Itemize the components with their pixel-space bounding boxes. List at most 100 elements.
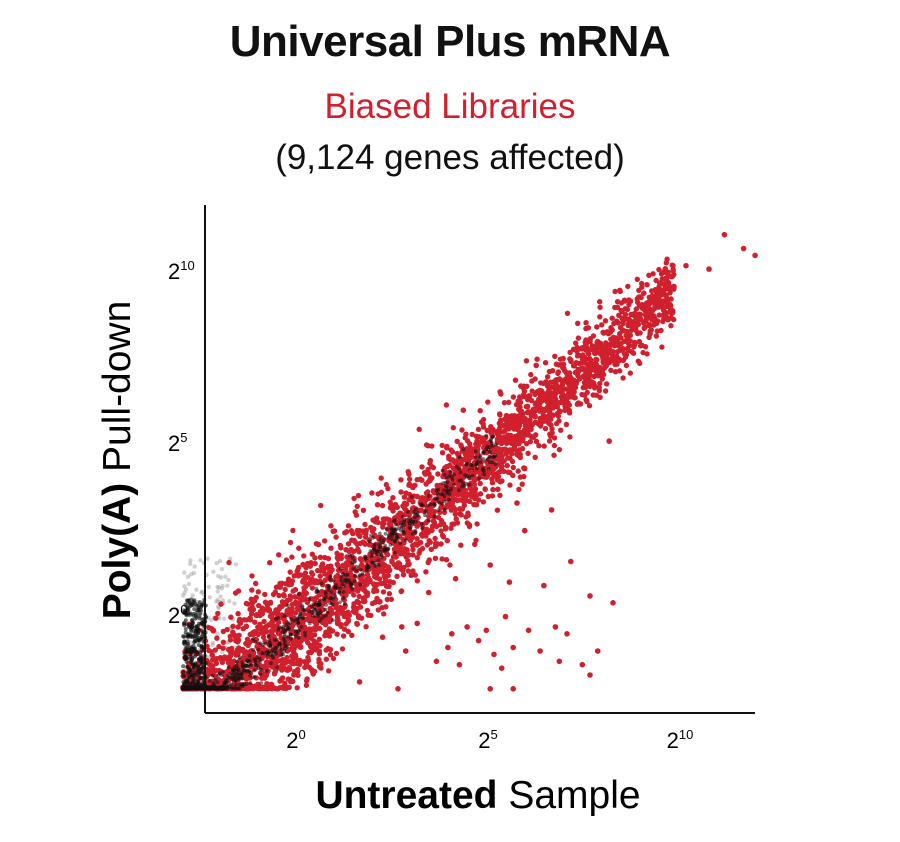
data-point bbox=[435, 496, 440, 501]
data-point bbox=[297, 635, 301, 640]
data-point bbox=[617, 324, 624, 331]
data-point bbox=[286, 665, 293, 671]
data-point bbox=[412, 572, 418, 578]
data-point bbox=[248, 596, 254, 602]
data-point bbox=[642, 324, 648, 330]
data-point bbox=[266, 634, 271, 638]
data-point bbox=[452, 482, 456, 487]
data-point bbox=[379, 502, 386, 509]
data-point bbox=[317, 554, 324, 560]
data-point bbox=[444, 443, 450, 450]
data-point bbox=[181, 593, 186, 598]
data-point bbox=[240, 676, 245, 681]
data-point bbox=[388, 596, 394, 602]
data-point bbox=[567, 370, 573, 376]
data-point bbox=[206, 584, 211, 590]
data-point bbox=[650, 271, 656, 277]
data-point bbox=[389, 537, 394, 542]
data-point bbox=[402, 517, 407, 522]
data-point bbox=[297, 628, 302, 633]
data-point bbox=[248, 681, 253, 685]
data-point bbox=[237, 677, 241, 681]
data-point bbox=[399, 624, 405, 630]
data-point bbox=[580, 365, 586, 371]
data-point bbox=[293, 599, 299, 605]
data-point bbox=[562, 368, 568, 374]
data-point bbox=[752, 252, 758, 259]
data-point bbox=[333, 594, 338, 599]
data-point bbox=[602, 388, 609, 394]
data-point bbox=[386, 517, 393, 523]
data-point bbox=[367, 565, 371, 569]
data-point bbox=[292, 618, 296, 623]
data-point bbox=[465, 512, 471, 518]
data-point bbox=[354, 605, 360, 612]
data-point bbox=[429, 502, 433, 507]
data-point bbox=[309, 585, 315, 591]
data-point bbox=[305, 639, 311, 646]
data-point bbox=[376, 576, 383, 582]
data-point bbox=[325, 610, 330, 615]
data-point bbox=[402, 648, 409, 654]
data-point bbox=[424, 542, 430, 548]
data-point bbox=[420, 526, 424, 530]
data-point bbox=[284, 608, 290, 614]
data-point bbox=[190, 662, 195, 667]
data-point bbox=[286, 684, 292, 690]
data-point bbox=[200, 686, 204, 691]
data-point bbox=[235, 611, 241, 617]
data-point bbox=[498, 665, 505, 671]
data-point bbox=[199, 636, 204, 641]
data-point bbox=[573, 340, 579, 346]
data-point bbox=[252, 668, 257, 673]
data-point bbox=[379, 634, 386, 640]
data-point bbox=[568, 358, 574, 365]
data-point bbox=[313, 645, 319, 652]
data-point bbox=[249, 587, 255, 593]
data-point bbox=[323, 607, 328, 612]
data-point bbox=[252, 619, 258, 625]
data-point bbox=[491, 434, 495, 439]
data-point bbox=[311, 607, 316, 612]
data-point bbox=[415, 513, 420, 518]
data-point bbox=[226, 654, 233, 660]
data-point bbox=[300, 604, 305, 608]
data-point bbox=[663, 310, 669, 316]
data-point bbox=[186, 581, 192, 587]
data-point bbox=[366, 542, 373, 548]
data-point bbox=[309, 570, 315, 576]
data-point bbox=[216, 573, 221, 579]
data-point bbox=[493, 442, 498, 447]
data-point bbox=[190, 634, 195, 639]
data-point bbox=[539, 406, 546, 412]
data-point bbox=[297, 592, 301, 596]
data-point bbox=[383, 604, 389, 610]
data-point bbox=[568, 558, 574, 565]
data-point bbox=[234, 679, 238, 683]
data-point bbox=[286, 603, 290, 608]
data-point bbox=[275, 665, 279, 670]
data-point bbox=[469, 431, 475, 438]
data-point bbox=[505, 469, 511, 475]
data-point bbox=[621, 338, 628, 345]
data-point bbox=[517, 454, 523, 461]
data-point bbox=[616, 343, 622, 349]
data-point bbox=[362, 534, 369, 540]
data-point bbox=[499, 464, 505, 470]
data-point bbox=[587, 338, 593, 345]
data-point bbox=[264, 659, 270, 665]
data-point bbox=[327, 652, 334, 658]
data-point bbox=[355, 546, 361, 552]
data-point bbox=[661, 304, 667, 310]
data-point bbox=[602, 318, 609, 324]
data-point bbox=[211, 569, 216, 574]
data-point bbox=[205, 556, 210, 561]
data-point bbox=[269, 661, 273, 666]
data-point bbox=[323, 656, 329, 662]
data-point bbox=[251, 637, 256, 642]
data-point bbox=[606, 438, 612, 444]
data-point bbox=[187, 666, 191, 671]
data-point bbox=[517, 429, 523, 435]
data-point bbox=[188, 652, 193, 657]
data-point bbox=[206, 647, 212, 654]
